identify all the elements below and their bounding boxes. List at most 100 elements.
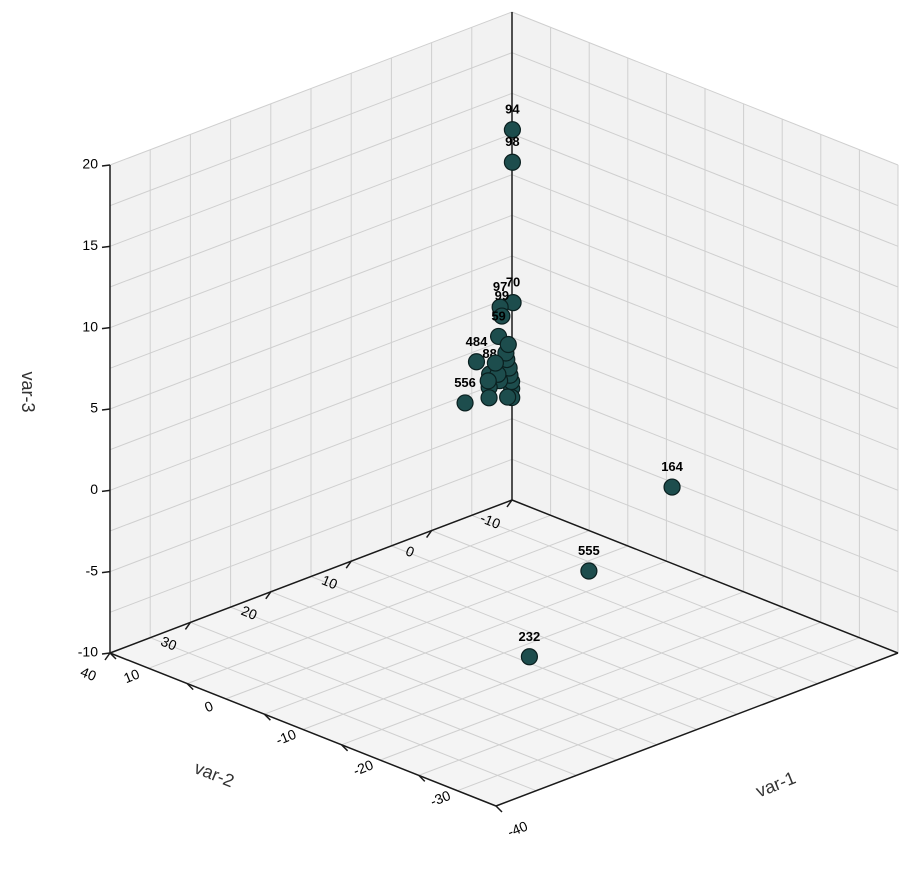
point-label: 484	[466, 334, 488, 349]
grid-line	[511, 458, 899, 613]
point-label: 556	[454, 375, 476, 390]
point-label: 98	[505, 134, 519, 149]
data-point	[456, 394, 474, 412]
z-tick-label: 15	[82, 237, 98, 253]
grid-line	[511, 133, 899, 288]
grid-line	[511, 377, 899, 532]
x-tick-mark	[418, 774, 426, 782]
z-tick-label: 10	[82, 318, 98, 334]
grid-line	[431, 530, 818, 685]
grid-line	[511, 174, 899, 329]
grid-line	[109, 52, 513, 207]
grid-line	[351, 560, 738, 715]
data-point	[479, 372, 497, 390]
z-tick-mark	[101, 326, 111, 330]
grid-line	[511, 255, 899, 410]
floor-right-edge	[511, 499, 899, 654]
y-axis-title: var-2	[191, 757, 237, 791]
data-point	[499, 335, 517, 354]
x-tick-label: -10	[274, 726, 299, 748]
x-tick-mark	[341, 744, 349, 752]
grid-line	[230, 606, 617, 761]
point-label: 164	[661, 459, 683, 474]
grid-line	[109, 133, 513, 288]
y-axis-line	[109, 652, 497, 807]
z-tick-label: 20	[82, 156, 98, 172]
data-point	[467, 353, 486, 371]
x-tick-mark	[495, 805, 503, 813]
point-label: 99	[495, 288, 509, 303]
point-label: 97	[493, 279, 507, 294]
grid-line	[109, 11, 513, 166]
grid-line	[511, 52, 899, 207]
point-label: 70	[506, 275, 520, 290]
grid-line	[511, 418, 899, 573]
z-tick-mark	[101, 245, 111, 249]
data-point	[480, 389, 498, 407]
grid-line	[109, 214, 513, 369]
z-tick-mark	[101, 164, 111, 167]
y-tick-label: -10	[478, 510, 503, 532]
y-tick-label: 10	[319, 572, 340, 593]
grid-line	[109, 458, 513, 613]
z-tick-label: 5	[90, 400, 98, 416]
grid-line	[109, 296, 513, 451]
grid-line	[270, 591, 657, 746]
y-tick-label: 40	[78, 663, 99, 684]
x-tick-mark	[186, 683, 194, 691]
grid-line	[511, 296, 899, 451]
grid-line	[109, 92, 513, 247]
x-tick-label: -40	[505, 818, 530, 840]
y-tick-mark	[506, 499, 513, 508]
grid-line	[471, 514, 858, 669]
x-tick-label: -20	[351, 756, 376, 778]
y-tick-mark	[345, 560, 352, 569]
z-axis-title: var-3	[18, 371, 38, 412]
z-tick-label: -10	[78, 644, 98, 660]
grid-line	[310, 576, 698, 730]
grid-lines	[109, 11, 899, 807]
grid-line	[190, 621, 577, 776]
point-label: 232	[519, 629, 541, 644]
data-point	[663, 478, 681, 496]
point-label: 59	[491, 308, 505, 323]
y-tick-mark	[425, 530, 433, 539]
x-tick-mark	[109, 652, 117, 660]
x-tick-label: 10	[121, 665, 142, 686]
y-tick-label: 30	[159, 633, 180, 654]
data-point	[503, 121, 522, 139]
grid-line	[109, 418, 513, 573]
z-tick-label: 0	[90, 481, 98, 497]
grid-line	[109, 255, 513, 410]
z-tick-label: -5	[86, 562, 99, 578]
z-tick-mark	[101, 408, 111, 411]
y-tick-label: 20	[239, 602, 260, 623]
floor-left-edge	[109, 499, 513, 654]
z-tick-mark	[101, 570, 111, 574]
data-point	[520, 648, 539, 666]
z-tick-mark	[101, 489, 111, 493]
z-tick-mark	[101, 652, 111, 655]
x-tick-mark	[263, 713, 271, 721]
grid-line	[511, 11, 899, 166]
grid-line	[150, 637, 537, 792]
x-tick-label: 0	[202, 697, 215, 715]
data-point	[503, 153, 522, 171]
x-axis-line	[495, 652, 899, 807]
y-tick-mark	[104, 652, 111, 661]
data-point	[499, 388, 517, 406]
point-label: 555	[578, 543, 600, 558]
grid-line	[109, 174, 513, 329]
data-point	[580, 562, 598, 580]
grid-line	[511, 336, 899, 491]
data-point	[486, 354, 504, 372]
grid-line	[511, 214, 899, 369]
x-axis-title: var-1	[753, 767, 799, 801]
x-tick-label: -30	[428, 787, 453, 809]
y-tick-mark	[184, 621, 192, 630]
grid-line	[511, 92, 899, 247]
point-label: 94	[505, 102, 520, 117]
